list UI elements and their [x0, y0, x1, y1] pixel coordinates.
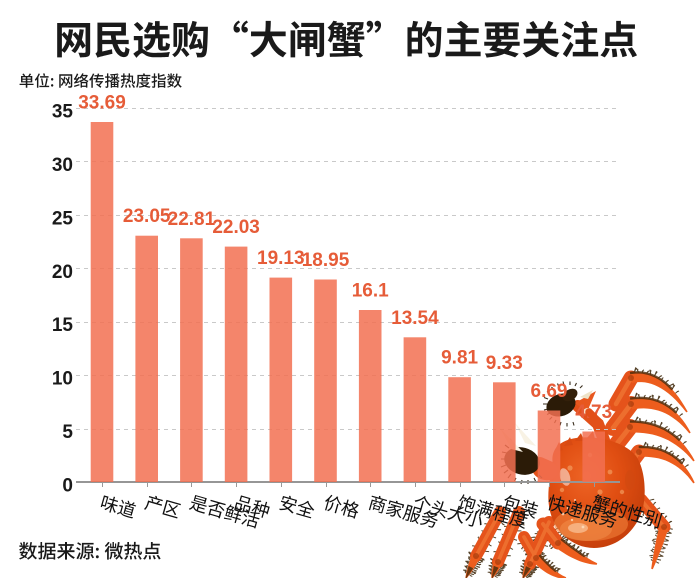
svg-text:13.54: 13.54 [391, 308, 439, 329]
svg-text:18.95: 18.95 [302, 250, 350, 271]
svg-text:30: 30 [52, 155, 73, 176]
svg-text:10: 10 [52, 369, 73, 390]
svg-text:9.81: 9.81 [441, 348, 478, 369]
svg-text:15: 15 [52, 315, 74, 336]
svg-text:20: 20 [52, 262, 73, 283]
svg-text:23.05: 23.05 [123, 206, 171, 227]
svg-text:22.81: 22.81 [168, 209, 216, 230]
svg-text:19.13: 19.13 [257, 248, 305, 269]
svg-text:22.03: 22.03 [212, 217, 260, 238]
svg-text:6.69: 6.69 [531, 381, 568, 402]
svg-text:25: 25 [52, 208, 74, 229]
svg-text:5: 5 [62, 422, 73, 443]
svg-text:35: 35 [52, 102, 74, 123]
svg-text:16.1: 16.1 [352, 281, 389, 302]
svg-text:33.69: 33.69 [78, 93, 126, 114]
svg-text:0: 0 [62, 476, 73, 497]
svg-text:9.33: 9.33 [486, 353, 523, 374]
